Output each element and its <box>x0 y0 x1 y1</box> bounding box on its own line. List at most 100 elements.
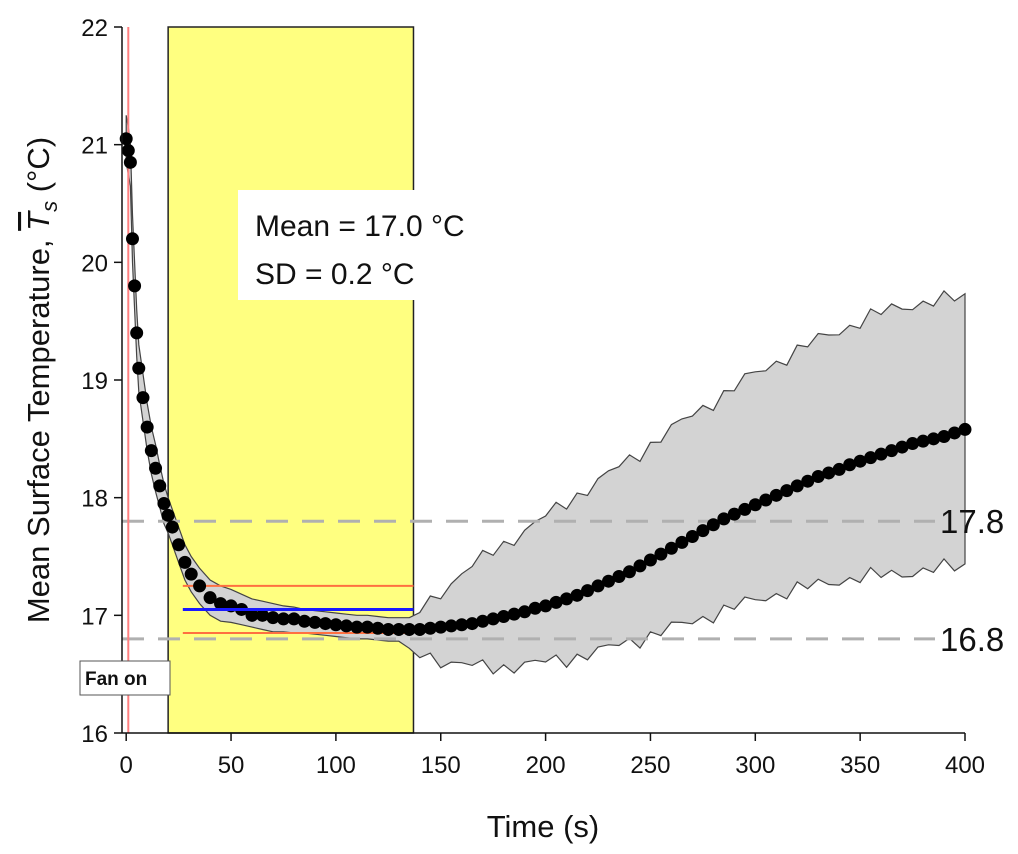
data-point <box>136 391 150 405</box>
data-point <box>245 608 259 622</box>
data-point <box>507 607 521 621</box>
data-point <box>958 422 972 436</box>
stats-annotation-box <box>238 190 418 300</box>
x-tick-label: 300 <box>735 752 775 779</box>
data-point <box>360 620 374 634</box>
sd-annotation: SD = 0.2 °C <box>255 258 415 291</box>
data-point <box>125 232 139 246</box>
data-point <box>549 595 563 609</box>
y-axis-title: Mean Surface Temperature, Ts (°C) <box>21 137 62 623</box>
data-point <box>864 451 878 465</box>
data-point <box>497 610 511 624</box>
data-point <box>371 621 385 635</box>
data-point <box>144 444 158 458</box>
data-point <box>132 361 146 375</box>
data-point <box>350 620 364 634</box>
data-point <box>476 614 490 628</box>
x-tick-label: 350 <box>840 752 880 779</box>
data-point <box>287 612 301 626</box>
data-point <box>780 484 794 498</box>
data-point <box>696 524 710 538</box>
data-point <box>297 614 311 628</box>
x-tick-label: 50 <box>218 752 245 779</box>
y-axis-title-subscript: s <box>37 201 62 212</box>
data-point <box>685 529 699 543</box>
data-point <box>822 466 836 480</box>
data-point <box>121 144 135 158</box>
data-point <box>581 584 595 598</box>
data-point <box>140 420 154 434</box>
data-point <box>759 493 773 507</box>
x-tick-label: 400 <box>945 752 985 779</box>
x-tick-label: 250 <box>630 752 670 779</box>
data-point <box>706 518 720 532</box>
reference-label-16-8: 16.8 <box>940 621 1004 658</box>
y-tick-label: 19 <box>81 368 108 395</box>
data-point <box>161 508 175 522</box>
data-point <box>128 279 142 293</box>
data-point <box>455 618 469 632</box>
x-tick-label: 200 <box>526 752 566 779</box>
data-point <box>801 474 815 488</box>
data-point <box>413 622 427 636</box>
data-point <box>937 429 951 443</box>
data-point <box>916 434 930 448</box>
data-point <box>675 535 689 549</box>
mean-annotation: Mean = 17.0 °C <box>255 210 465 243</box>
data-point <box>654 547 668 561</box>
data-point <box>266 611 280 625</box>
data-points <box>119 132 972 636</box>
data-point <box>486 612 500 626</box>
data-point <box>123 155 137 169</box>
data-point <box>570 588 584 602</box>
y-axis-title-unit: (°C) <box>21 137 56 201</box>
reference-label-17-8: 17.8 <box>940 503 1004 540</box>
y-tick-label: 20 <box>81 250 108 277</box>
data-point <box>276 612 290 626</box>
data-point <box>165 520 179 534</box>
data-point <box>633 559 647 573</box>
data-point <box>203 591 217 605</box>
x-tick-label: 100 <box>316 752 356 779</box>
data-point <box>153 479 167 493</box>
data-point <box>664 541 678 555</box>
data-point <box>214 597 228 611</box>
data-point <box>392 622 406 636</box>
data-point <box>895 440 909 454</box>
variability-band <box>125 115 966 675</box>
fan-on-label-box <box>79 660 171 696</box>
data-point <box>539 599 553 613</box>
data-point <box>149 461 163 475</box>
x-axis-title: Time (s) <box>487 809 600 844</box>
y-axis-title-symbol: T <box>21 210 56 231</box>
x-tick-label: 0 <box>120 752 133 779</box>
data-point <box>172 538 186 552</box>
data-point <box>643 553 657 567</box>
data-point <box>308 615 322 629</box>
data-point <box>184 567 198 581</box>
data-point <box>874 447 888 461</box>
data-point <box>178 555 192 569</box>
data-point <box>130 326 144 340</box>
data-point <box>769 488 783 502</box>
data-point <box>318 617 332 631</box>
data-point <box>790 479 804 493</box>
data-point <box>927 432 941 446</box>
y-tick-label: 17 <box>81 603 108 630</box>
data-point <box>748 498 762 512</box>
data-point <box>885 444 899 458</box>
fan-on-label: Fan on <box>85 669 147 690</box>
data-point <box>119 132 133 146</box>
data-point <box>738 502 752 516</box>
data-point <box>465 617 479 631</box>
data-point <box>157 497 171 511</box>
y-tick-label: 22 <box>81 15 108 42</box>
data-point <box>329 618 343 632</box>
data-point <box>339 619 353 633</box>
data-point <box>727 507 741 521</box>
data-point <box>843 458 857 472</box>
data-point <box>853 454 867 468</box>
data-point <box>381 622 395 636</box>
data-point <box>256 608 269 622</box>
